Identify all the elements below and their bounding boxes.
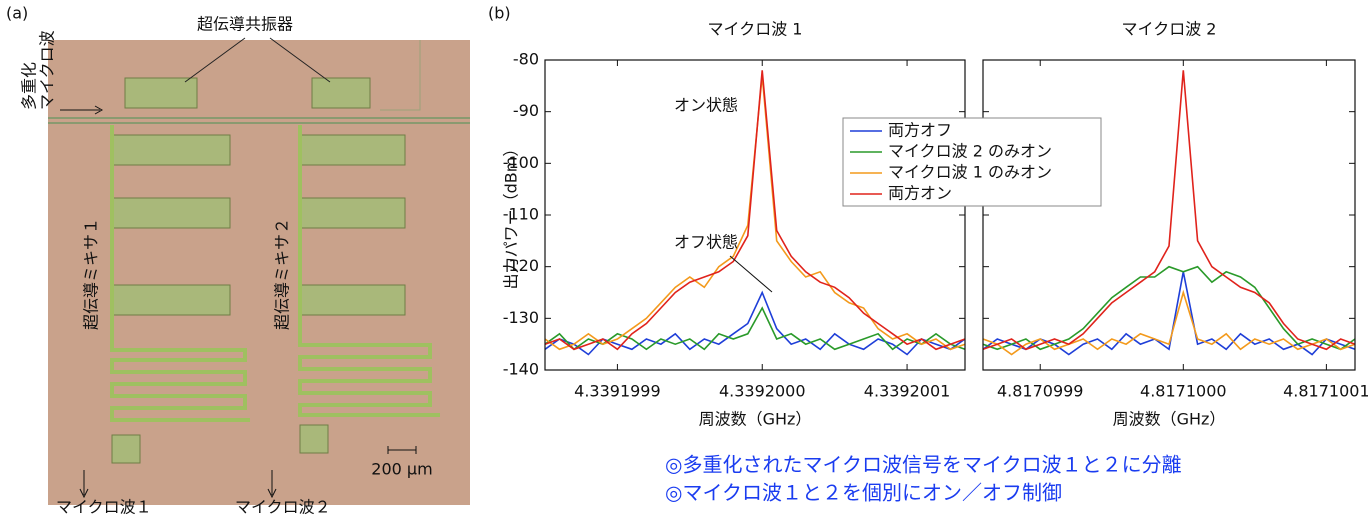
chart-title: マイクロ波 2: [1122, 20, 1217, 39]
scale-bar: [387, 446, 417, 454]
scale-label: 200 µm: [371, 460, 432, 479]
y-tick-label: -130: [503, 308, 539, 327]
y-tick-label: -90: [513, 101, 539, 120]
x-tick-label: 4.3391999: [574, 382, 661, 401]
label: 超伝導ミキサ１: [82, 218, 101, 330]
annotation: オフ状態: [674, 233, 738, 252]
panel-label: (b): [488, 4, 511, 23]
legend-label: 両方オン: [888, 184, 952, 203]
series-line: [544, 70, 966, 351]
meander: [110, 125, 250, 422]
label: マイクロ波: [38, 30, 57, 110]
legend-box: [842, 117, 1102, 207]
y-axis-label: 出力パワー（dBm）: [502, 141, 521, 290]
arrow: [79, 470, 277, 499]
series-line: [544, 306, 966, 351]
annotation: オン状態: [674, 96, 738, 115]
label: 超伝導共振器: [197, 15, 293, 34]
panel-label: (a): [6, 4, 28, 23]
feedline: [48, 117, 470, 124]
chart-title: マイクロ波 1: [708, 20, 803, 39]
x-tick-label: 4.8170999: [997, 382, 1084, 401]
wire: [380, 40, 421, 111]
y-tick-label: -80: [513, 50, 539, 69]
resonators: [111, 77, 406, 464]
x-tick-label: 4.8171000: [1140, 382, 1227, 401]
label: マイクロ波２: [235, 498, 331, 515]
y-tick-label: -140: [503, 360, 539, 379]
series-line: [982, 265, 1356, 351]
plot-frame: [544, 59, 966, 371]
series-line: [982, 70, 1356, 351]
x-axis-label: 周波数（GHz）: [1113, 410, 1226, 429]
callout: [184, 37, 331, 83]
legend-label: マイクロ波 1 のみオン: [888, 163, 1052, 182]
label: マイクロ波１: [56, 498, 152, 515]
label: 多重化: [20, 62, 39, 110]
caption: ◎多重化されたマイクロ波信号をマイクロ波１と２に分離: [665, 453, 1182, 477]
micrograph: [48, 37, 470, 505]
annotation-line: [729, 255, 773, 293]
x-tick-label: 4.3392000: [719, 382, 806, 401]
x-tick-label: 4.3392001: [864, 382, 951, 401]
legend-label: マイクロ波 2 のみオン: [888, 142, 1052, 161]
arrow: [60, 105, 104, 115]
series-line: [544, 290, 966, 356]
x-axis-label: 周波数（GHz）: [699, 410, 812, 429]
legend-label: 両方オフ: [888, 121, 952, 140]
meander: [298, 125, 440, 417]
y-tick-label: -120: [503, 256, 539, 275]
caption: ◎マイクロ波１と２を個別にオン／オフ制御: [665, 481, 1062, 505]
label: 超伝導ミキサ２: [273, 218, 292, 330]
plot-frame: [982, 59, 1356, 371]
x-tick-label: 4.8171001: [1283, 382, 1368, 401]
y-tick-label: -100: [503, 153, 539, 172]
y-tick-label: -110: [503, 205, 539, 224]
